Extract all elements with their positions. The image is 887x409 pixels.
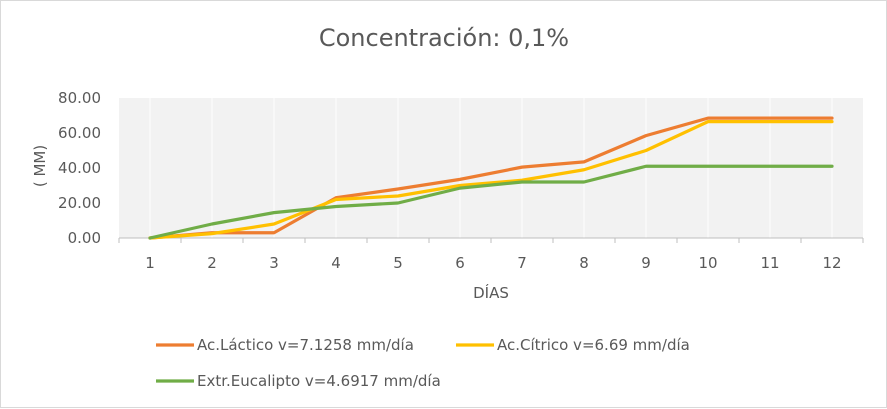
x-tick-label: 8 [579,254,589,272]
y-axis-label: ( MM) [31,145,49,187]
y-tick-label: 60.00 [58,124,101,142]
x-tick-label: 10 [698,254,717,272]
y-tick-label: 0.00 [68,229,101,247]
y-tick-label: 40.00 [58,159,101,177]
series-line-1 [148,116,834,240]
x-axis-ticks: 1 2 3 4 5 6 7 8 9 10 11 12 [118,238,864,272]
legend-label-3: Extr.Eucalipto v=4.6917 mm/día [197,372,441,390]
legend: Ac.Láctico v=7.1258 mm/día Ac.Cítrico v=6… [156,336,690,390]
x-tick-label: 2 [207,254,217,272]
legend-label-2: Ac.Cítrico v=6.69 mm/día [497,336,690,354]
y-tick-label: 80.00 [58,89,101,107]
x-tick-label: 9 [641,254,651,272]
x-tick-label: 3 [269,254,279,272]
series-line-2 [148,120,834,240]
x-tick-label: 5 [393,254,403,272]
gridlines [149,98,833,238]
legend-label-1: Ac.Láctico v=7.1258 mm/día [197,336,414,354]
series-lines [148,116,834,240]
x-tick-label: 6 [455,254,465,272]
chart-title: Concentración: 0,1% [319,24,569,52]
y-axis-ticks: 0.00 20.00 40.00 60.00 80.00 [58,89,101,247]
x-tick-label: 4 [331,254,341,272]
y-tick-label: 20.00 [58,194,101,212]
x-axis-label: DÍAS [473,283,509,302]
series-line-3 [148,164,834,240]
x-tick-label: 7 [517,254,527,272]
x-tick-label: 1 [145,254,155,272]
x-tick-label: 11 [760,254,779,272]
x-tick-label: 12 [822,254,841,272]
